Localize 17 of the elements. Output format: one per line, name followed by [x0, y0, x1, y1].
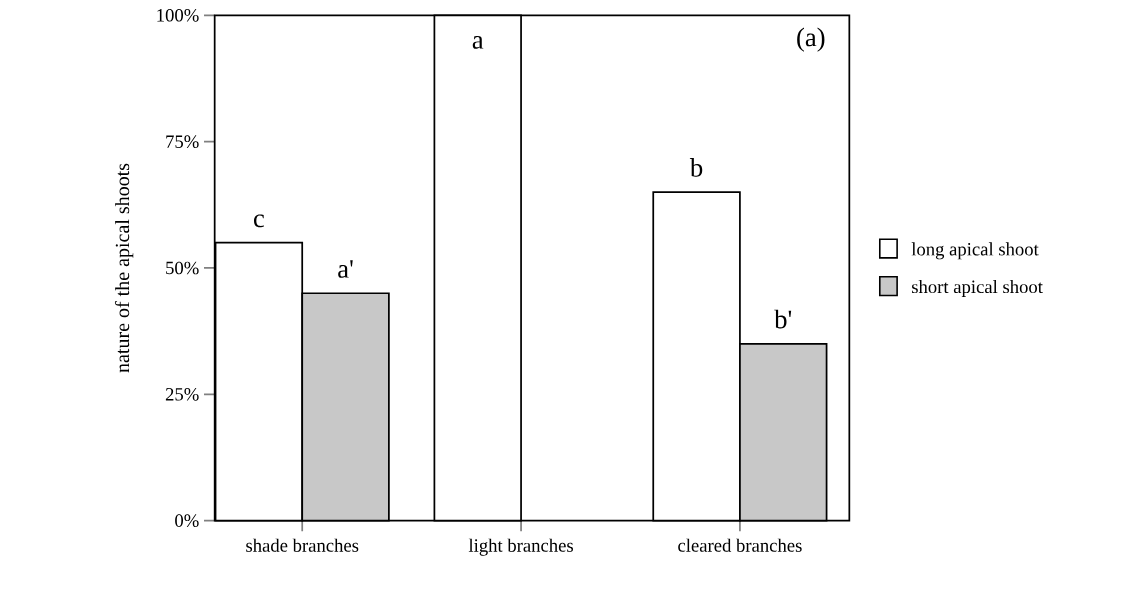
y-axis-title: nature of the apical shoots	[114, 163, 134, 373]
legend-label: short apical shoot	[912, 279, 1043, 297]
y-tick-label: 0%	[175, 514, 199, 527]
x-tick-label: shade branches	[246, 538, 359, 552]
annotation: b	[689, 158, 703, 177]
annotation: b'	[774, 309, 792, 329]
x-tick-label: light branches	[468, 538, 573, 556]
y-tick-label: 75%	[166, 135, 199, 148]
annotation: a'	[338, 260, 353, 278]
y-tick-label: 50%	[166, 261, 199, 275]
legend-label: long apical shoot	[911, 242, 1039, 260]
y-tick-label: 25%	[165, 387, 199, 401]
x-tick-label: cleared branches	[678, 538, 802, 552]
annotation: (a)	[797, 27, 825, 52]
annotation: c	[253, 214, 264, 228]
y-tick-label: 100%	[157, 8, 199, 22]
annotation: a	[472, 36, 484, 49]
